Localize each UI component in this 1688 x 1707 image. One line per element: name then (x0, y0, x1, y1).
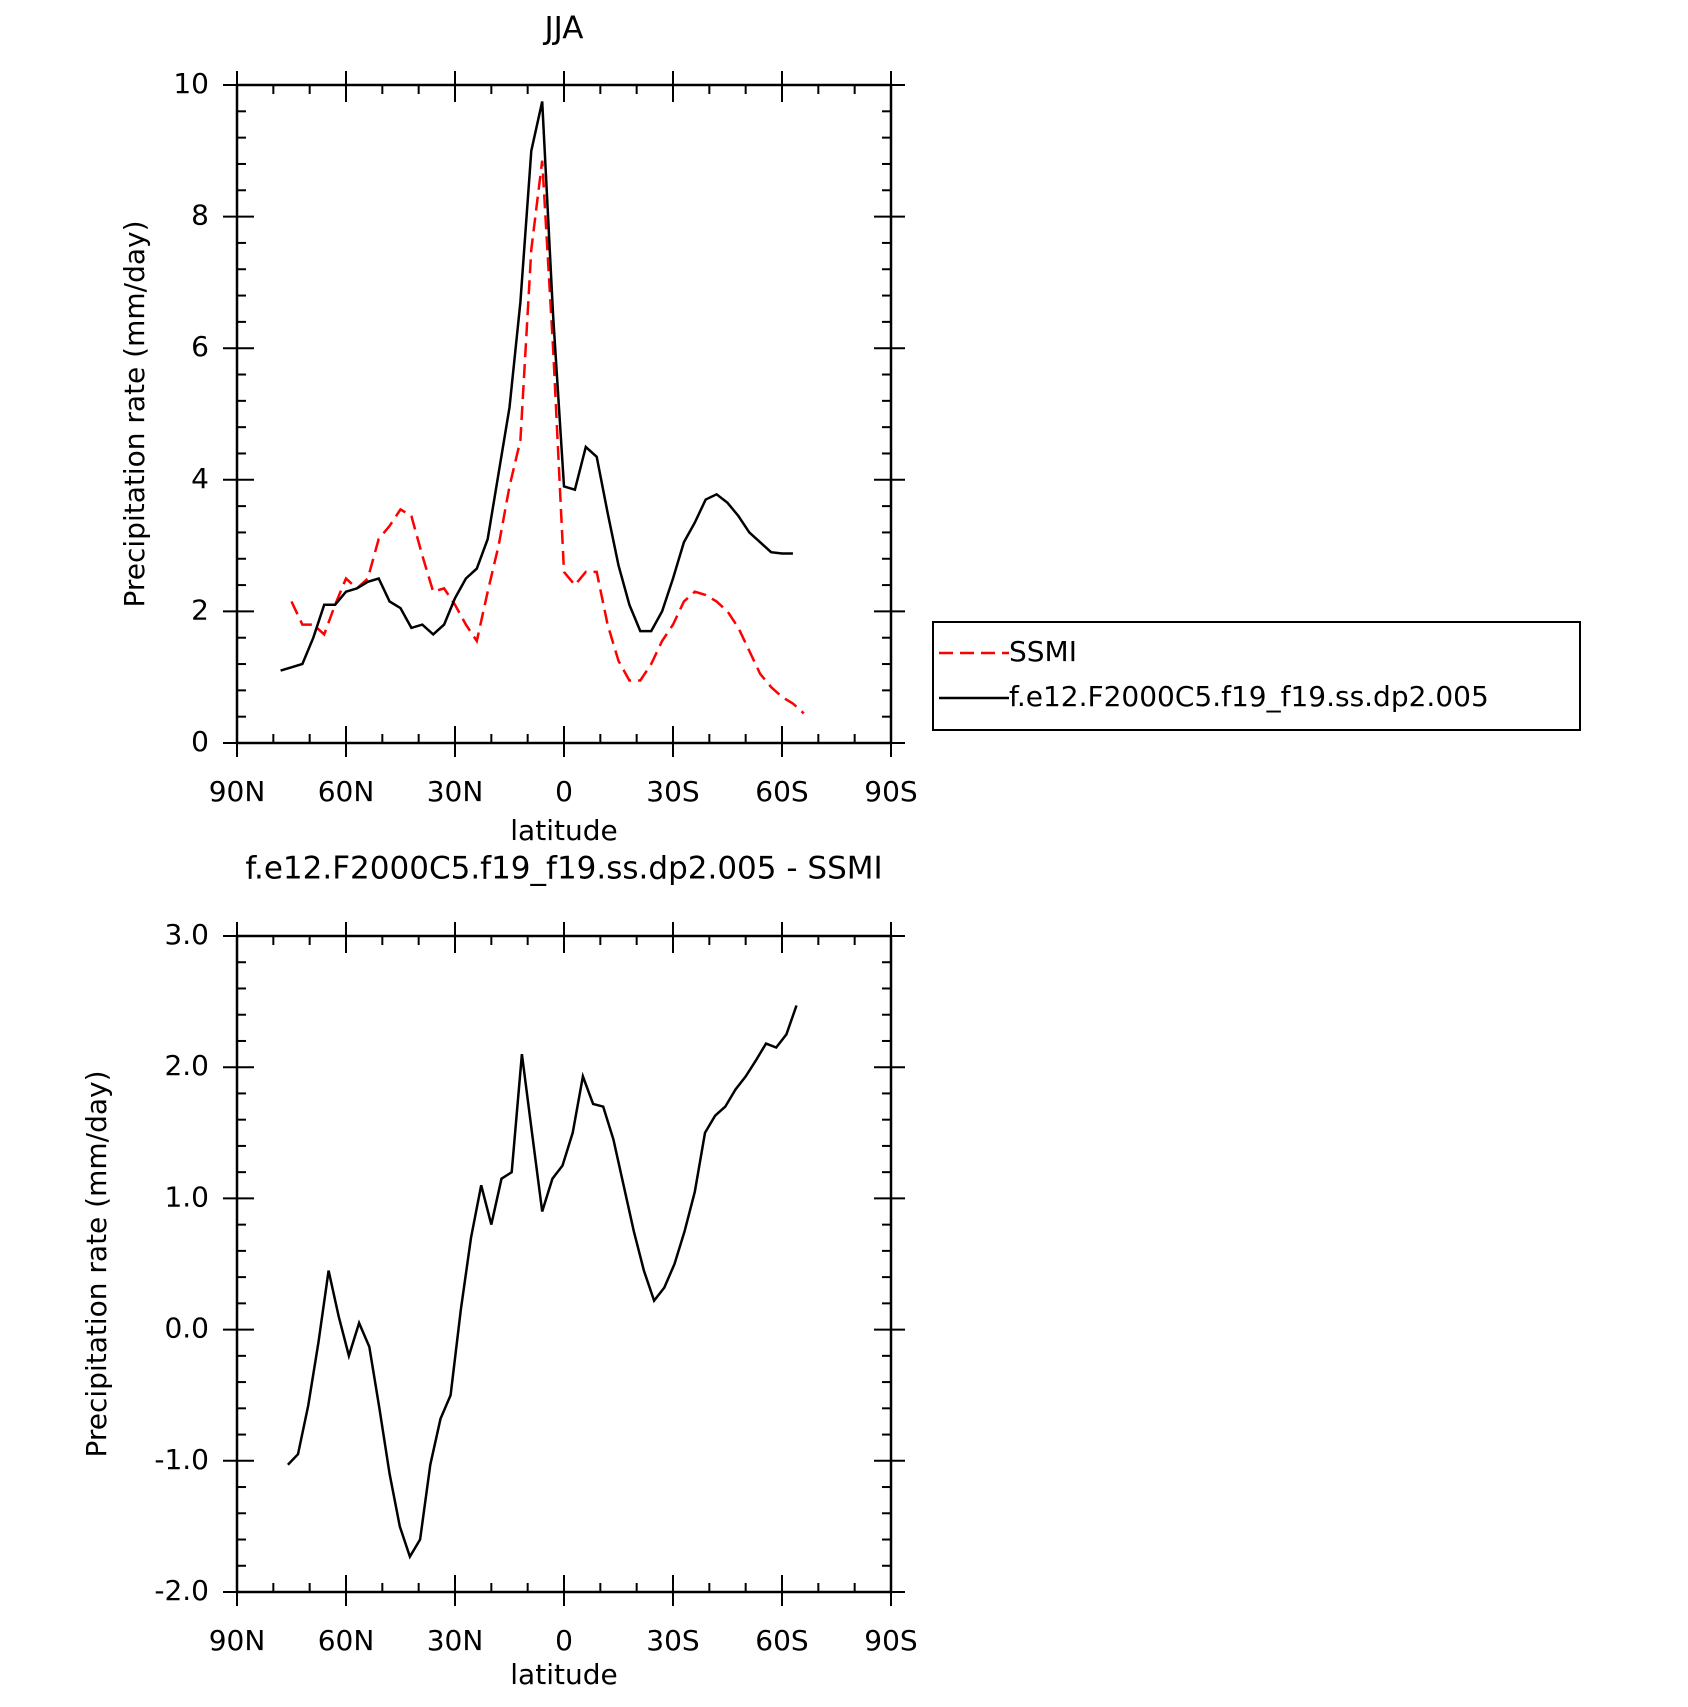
y-tick-label: -2.0 (154, 1574, 209, 1607)
y-tick-label: 0 (191, 725, 209, 758)
x-tick-label: 0 (555, 775, 573, 808)
x-tick-label: 30N (427, 775, 484, 808)
x-axis-label: latitude (510, 1658, 617, 1691)
x-tick-label: 90N (209, 1624, 266, 1657)
plot-frame (235, 83, 893, 745)
x-axis-label: latitude (510, 814, 617, 847)
x-tick-label: 30S (646, 775, 699, 808)
x-tick-label: 90S (864, 1624, 917, 1657)
legend-box (932, 621, 1581, 731)
y-tick-label: 2 (191, 593, 209, 626)
series-line (290, 160, 805, 715)
x-tick-label: 60S (755, 775, 808, 808)
y-tick-label: 10 (173, 67, 209, 100)
y-tick-label: 4 (191, 462, 209, 495)
y-tick-label: 3.0 (164, 918, 209, 951)
x-tick-label: 60N (318, 1624, 375, 1657)
x-tick-label: 90S (864, 775, 917, 808)
x-tick-label: 30N (427, 1624, 484, 1657)
series-line (280, 101, 793, 672)
y-tick-label: 6 (191, 330, 209, 363)
plot-frame (235, 934, 893, 1594)
chart-title: f.e12.F2000C5.f19_f19.ss.dp2.005 - SSMI (245, 851, 882, 887)
y-tick-label: 8 (191, 199, 209, 232)
y-axis-label: Precipitation rate (mm/day) (80, 1070, 113, 1457)
y-axis-label: Precipitation rate (mm/day) (118, 220, 151, 607)
legend-label: SSMI (1009, 635, 1077, 668)
x-tick-label: 30S (646, 1624, 699, 1657)
y-tick-label: 1.0 (164, 1180, 209, 1213)
y-tick-label: -1.0 (154, 1443, 209, 1476)
y-tick-label: 2.0 (164, 1049, 209, 1082)
y-tick-label: 0.0 (164, 1312, 209, 1345)
x-tick-label: 60N (318, 775, 375, 808)
x-tick-label: 0 (555, 1624, 573, 1657)
legend-label: f.e12.F2000C5.f19_f19.ss.dp2.005 (1009, 680, 1489, 713)
x-tick-label: 90N (209, 775, 266, 808)
chart-title: JJA (543, 11, 584, 47)
x-tick-label: 60S (755, 1624, 808, 1657)
series-line (286, 1005, 798, 1560)
